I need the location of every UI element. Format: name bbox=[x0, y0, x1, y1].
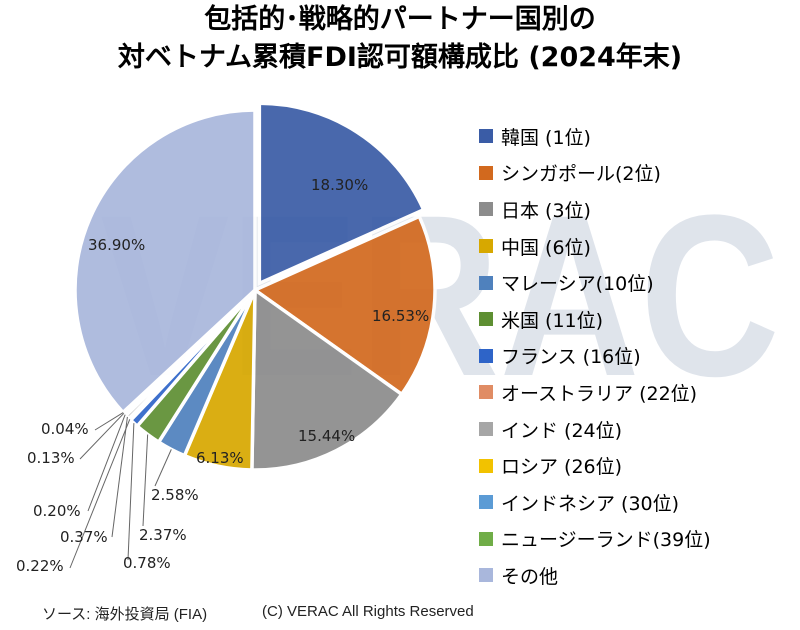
source-note: ソース: 海外投資局 (FIA) bbox=[42, 606, 208, 623]
legend-swatch bbox=[479, 165, 493, 180]
legend: 韓国 (1位) シンガポール(2位) 日本 (3位) 中国 (6位) マレーシア(10位… bbox=[479, 118, 711, 594]
legend-label: マレーシア(10位) bbox=[501, 273, 654, 296]
slice-value-label: 0.37% bbox=[60, 528, 108, 546]
legend-swatch bbox=[479, 531, 493, 546]
leader-line bbox=[87, 414, 126, 512]
chart-title-line2: 対ベトナム累積FDI認可額構成比 (2024年末) bbox=[117, 42, 683, 73]
legend-swatch bbox=[479, 202, 493, 217]
legend-swatch bbox=[479, 129, 493, 144]
slice-value-label: 2.58% bbox=[151, 486, 199, 504]
slice-value-label: 16.53% bbox=[372, 307, 429, 325]
legend-swatch bbox=[479, 385, 493, 400]
pie-slice bbox=[251, 214, 437, 397]
slice-value-label: 0.22% bbox=[16, 557, 64, 575]
slice-value-label: 0.13% bbox=[27, 449, 75, 467]
legend-swatch bbox=[479, 495, 493, 510]
legend-swatch bbox=[479, 275, 493, 290]
chart-title-line1: 包括的･戦略的パートナー国別の bbox=[204, 4, 596, 35]
slice-value-label: 18.30% bbox=[311, 176, 368, 194]
pie-slice bbox=[257, 101, 426, 286]
legend-item: マレーシア(10位) bbox=[479, 264, 711, 301]
legend-item: シンガポール(2位) bbox=[479, 155, 711, 192]
legend-label: ロシア (26位) bbox=[501, 456, 623, 479]
legend-label: 日本 (3位) bbox=[501, 199, 591, 222]
legend-item: ロシア (26位) bbox=[479, 447, 711, 484]
legend-label: インド (24位) bbox=[501, 419, 623, 442]
slice-value-label: 0.04% bbox=[41, 420, 89, 438]
legend-swatch bbox=[479, 239, 493, 254]
slice-value-label: 15.44% bbox=[298, 427, 355, 445]
legend-item: インド (24位) bbox=[479, 411, 711, 448]
legend-item: フランス (16位) bbox=[479, 338, 711, 375]
legend-item: 中国 (6位) bbox=[479, 228, 711, 265]
legend-item: インドネシア (30位) bbox=[479, 484, 711, 521]
legend-item: オーストラリア (22位) bbox=[479, 374, 711, 411]
leader-line bbox=[69, 419, 131, 569]
leader-line bbox=[111, 416, 128, 538]
legend-item: 米国 (11位) bbox=[479, 301, 711, 338]
legend-label: インドネシア (30位) bbox=[501, 492, 680, 515]
slice-value-label: 0.20% bbox=[33, 502, 81, 520]
legend-item: その他 bbox=[479, 557, 711, 594]
slice-value-label: 36.90% bbox=[88, 236, 145, 254]
copyright-note: (C) VERAC All Rights Reserved bbox=[262, 603, 474, 620]
legend-label: 中国 (6位) bbox=[501, 236, 591, 259]
legend-swatch bbox=[479, 348, 493, 363]
pie-slice bbox=[73, 108, 257, 415]
legend-swatch bbox=[479, 312, 493, 327]
slice-value-label: 2.37% bbox=[139, 526, 187, 544]
legend-label: オーストラリア (22位) bbox=[501, 382, 698, 405]
legend-item: 韓国 (1位) bbox=[479, 118, 711, 155]
pie-slice bbox=[250, 286, 405, 472]
legend-item: ニュージーランド(39位) bbox=[479, 521, 711, 558]
leader-line bbox=[142, 434, 149, 527]
legend-swatch bbox=[479, 458, 493, 473]
legend-swatch bbox=[479, 568, 493, 583]
slice-value-label: 0.78% bbox=[123, 554, 171, 572]
legend-label: シンガポール(2位) bbox=[501, 163, 661, 186]
legend-label: その他 bbox=[501, 565, 559, 588]
legend-swatch bbox=[479, 422, 493, 437]
leader-line bbox=[127, 423, 135, 561]
legend-item: 日本 (3位) bbox=[479, 191, 711, 228]
leader-line bbox=[79, 412, 125, 460]
legend-label: ニュージーランド(39位) bbox=[501, 529, 711, 552]
legend-label: 韓国 (1位) bbox=[501, 126, 591, 149]
legend-label: 米国 (11位) bbox=[501, 309, 604, 332]
slice-value-label: 6.13% bbox=[196, 449, 244, 467]
leader-line bbox=[94, 412, 124, 431]
leader-line bbox=[154, 449, 172, 487]
legend-label: フランス (16位) bbox=[501, 346, 641, 369]
